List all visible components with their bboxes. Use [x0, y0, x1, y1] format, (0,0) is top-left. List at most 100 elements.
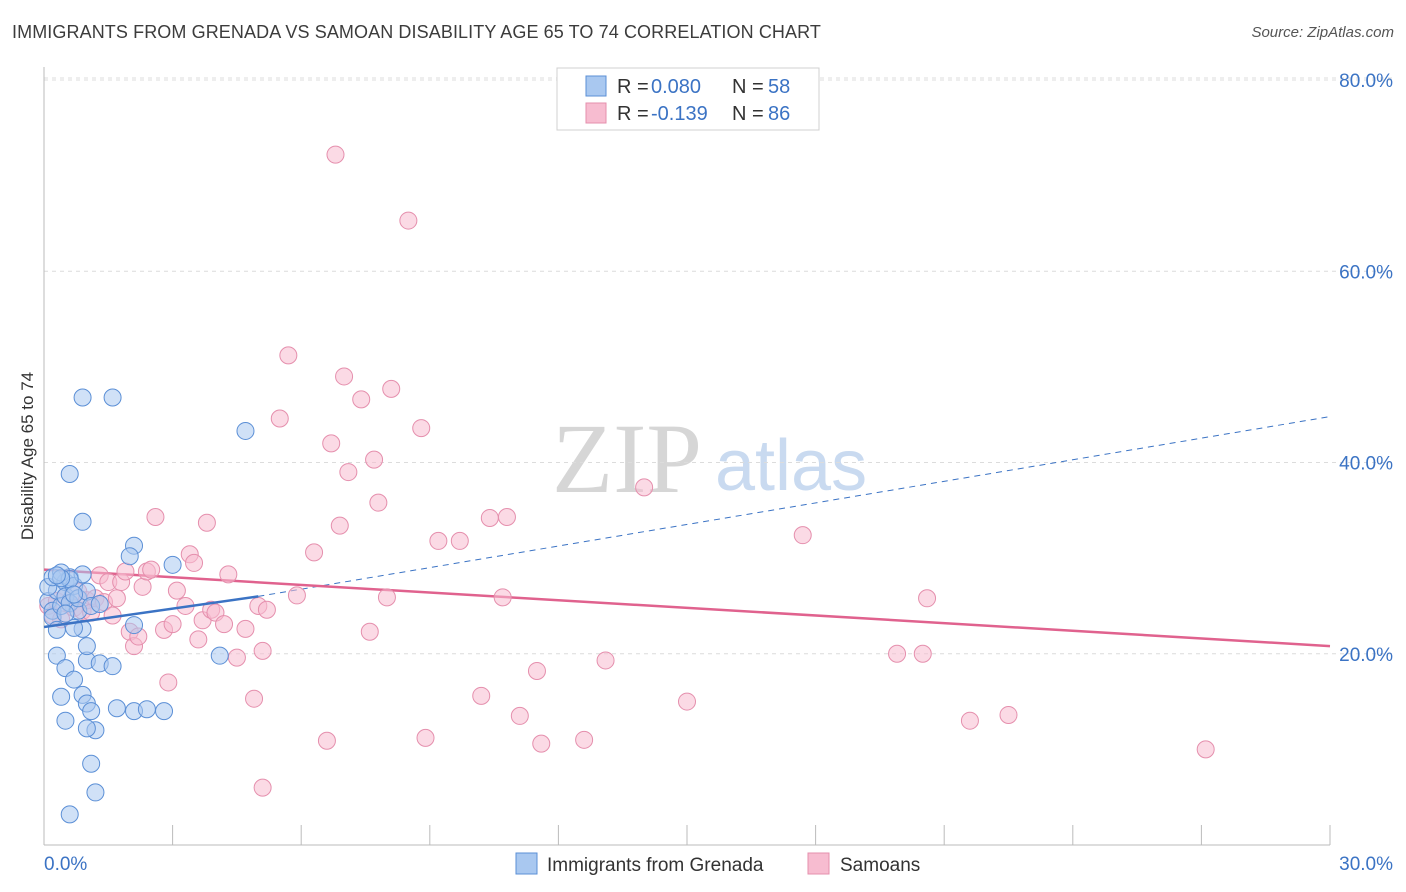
y-tick-labels: 20.0% 40.0% 60.0% 80.0% — [1339, 71, 1393, 666]
samoan-point — [360, 622, 379, 641]
legend-r-value: 0.080 — [651, 76, 701, 98]
samoan-point — [399, 211, 418, 230]
watermark-atlas: atlas — [715, 426, 867, 506]
samoan-point — [245, 689, 264, 708]
samoan-point — [185, 553, 204, 572]
y-tick-label: 80.0% — [1339, 71, 1393, 92]
grenada-point — [60, 805, 79, 824]
samoan-point — [142, 560, 161, 579]
grenada-point — [86, 783, 105, 802]
series-swatch-samoans — [807, 852, 830, 875]
samoan-point — [326, 145, 345, 164]
samoan-point — [335, 367, 354, 386]
samoan-point — [429, 531, 448, 550]
grenada-point — [107, 699, 126, 718]
samoan-point — [532, 734, 551, 753]
legend-swatch-grenada — [585, 75, 607, 97]
grenada-point — [73, 512, 92, 531]
samoan-point — [450, 531, 469, 550]
grenada-point — [60, 464, 79, 483]
stats-legend: R = 0.080 N = 58 R = -0.139 N = 86 — [556, 67, 820, 131]
source-credit: Source: ZipAtlas.com — [1251, 24, 1394, 41]
samoan-point — [107, 589, 126, 608]
trend-lines — [43, 416, 1331, 648]
x-tick-label: 30.0% — [1339, 854, 1393, 875]
samoan-point — [133, 577, 152, 596]
series-label-samoans: Samoans — [840, 855, 920, 876]
samoan-point — [253, 641, 272, 660]
samoan-point — [322, 434, 341, 453]
samoan-point — [913, 644, 932, 663]
samoan-point — [317, 731, 336, 750]
legend-r-label: R = — [617, 103, 649, 125]
y-tick-label: 20.0% — [1339, 645, 1393, 666]
series-label-grenada: Immigrants from Grenada — [547, 855, 764, 876]
grenada-point — [236, 421, 255, 440]
grenada-point — [73, 388, 92, 407]
samoan-point — [339, 463, 358, 482]
samoan-point — [412, 419, 431, 438]
samoan-point — [167, 581, 186, 600]
grenada-point — [125, 616, 144, 635]
series-swatch-grenada — [515, 852, 538, 875]
grenada-point — [163, 555, 182, 574]
series-legend: Immigrants from Grenada Samoans — [515, 852, 920, 876]
grenada-point — [56, 711, 75, 730]
samoan-point — [527, 661, 546, 680]
legend-r-label: R = — [617, 76, 649, 98]
legend-n-label: N = — [732, 76, 764, 98]
legend-swatch-samoans — [585, 102, 607, 124]
samoan-point — [189, 630, 208, 649]
legend-r-value: -0.139 — [651, 103, 708, 125]
samoan-point — [678, 692, 696, 711]
samoan-point — [918, 589, 937, 608]
grenada-point — [90, 595, 109, 614]
samoan-point — [377, 588, 396, 607]
samoan-point — [163, 615, 182, 634]
samoan-point — [197, 513, 216, 532]
grenada-point — [120, 547, 139, 566]
samoan-point — [365, 450, 384, 469]
samoan-point — [236, 619, 255, 638]
legend-n-value: 58 — [768, 76, 790, 98]
grenada-point — [137, 700, 156, 719]
samoan-point — [159, 673, 178, 692]
samoan-point — [382, 379, 401, 398]
grenada-point — [103, 388, 122, 407]
grenada-point — [47, 566, 66, 585]
samoan-point — [960, 711, 979, 730]
grenada-point — [155, 702, 174, 721]
samoan-point — [279, 346, 298, 365]
samoan-point — [270, 409, 289, 428]
samoan-point — [253, 778, 272, 797]
y-tick-label: 60.0% — [1339, 262, 1393, 283]
chart-title: IMMIGRANTS FROM GRENADA VS SAMOAN DISABI… — [12, 22, 822, 42]
samoan-point — [999, 705, 1018, 724]
grenada-point — [65, 670, 84, 689]
samoan-point — [215, 615, 234, 634]
samoan-point — [416, 728, 435, 747]
samoan-point — [369, 493, 388, 512]
y-tick-label: 40.0% — [1339, 454, 1393, 475]
samoan-point — [257, 600, 276, 619]
y-axis-label: Disability Age 65 to 74 — [18, 372, 37, 540]
grenada-point — [82, 702, 101, 721]
legend-n-label: N = — [732, 103, 764, 125]
grenada-point — [52, 687, 71, 706]
x-tick-labels: 0.0% 30.0% — [43, 825, 1393, 875]
samoan-point — [227, 648, 246, 667]
grenada-trend-extension — [258, 416, 1331, 597]
grenada-point — [47, 646, 66, 665]
samoan-point — [497, 508, 516, 527]
watermark-zip: ZIP — [552, 403, 702, 514]
samoan-point — [635, 478, 654, 497]
x-tick-label: 0.0% — [44, 854, 87, 875]
data-points — [39, 145, 1215, 824]
samoan-point — [888, 644, 907, 663]
samoan-point — [146, 508, 165, 527]
samoan-point — [480, 508, 499, 527]
grenada-point — [77, 637, 96, 656]
samoan-point — [472, 686, 491, 705]
grenada-point — [56, 604, 75, 623]
